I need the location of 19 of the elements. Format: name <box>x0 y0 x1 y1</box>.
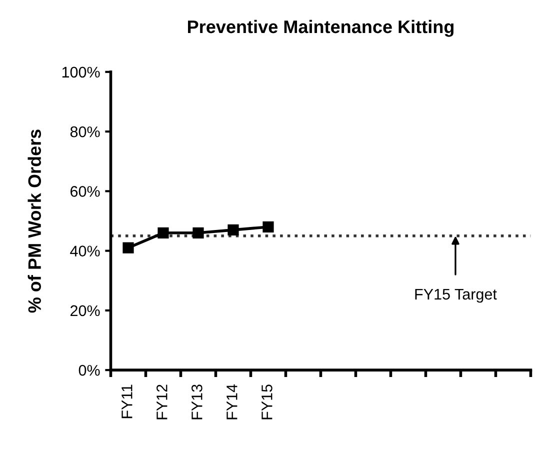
point <box>192 227 204 238</box>
point <box>158 227 169 238</box>
ref-line-label: FY15 Target <box>415 288 497 303</box>
chart-title: Preventive Maintenance Kitting <box>188 20 454 37</box>
x-tick-label: FY12 <box>156 384 168 420</box>
y-axis-title: % of PM Work Orders <box>28 130 42 313</box>
y-tick-label: 40% <box>70 246 100 256</box>
x-tick-label: FY15 <box>262 384 272 420</box>
y-tick-label: 80% <box>70 126 100 138</box>
y-tick-label: 100% <box>62 66 100 78</box>
y-tick-label: 0% <box>78 364 100 376</box>
point <box>122 242 134 254</box>
x-tick-label: FY11 <box>122 384 132 418</box>
x-tick-label: FY13 <box>192 384 202 420</box>
y-tick-label: 60% <box>70 186 100 197</box>
y-tick-label: 20% <box>70 305 100 316</box>
x-tick-label: FY14 <box>226 384 238 420</box>
point <box>262 221 274 233</box>
point <box>228 224 239 236</box>
